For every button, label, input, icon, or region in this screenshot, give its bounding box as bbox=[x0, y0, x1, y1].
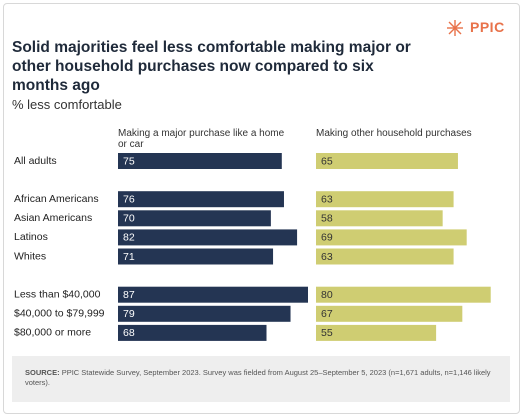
bar bbox=[316, 191, 454, 208]
logo: PPIC bbox=[470, 19, 505, 35]
value-label: 75 bbox=[123, 155, 135, 167]
value-label: 68 bbox=[123, 327, 135, 339]
bar bbox=[316, 248, 454, 265]
bar bbox=[118, 286, 308, 303]
series-header: Making a major purchase like a home or c… bbox=[118, 128, 285, 150]
bar bbox=[118, 153, 282, 169]
value-label: 76 bbox=[123, 193, 135, 205]
bar bbox=[316, 324, 437, 341]
category-label: Whites bbox=[14, 250, 46, 262]
value-label: 63 bbox=[321, 193, 333, 205]
category-label: Less than $40,000 bbox=[14, 288, 101, 300]
bar bbox=[118, 324, 267, 341]
category-label: Asian Americans bbox=[14, 212, 92, 224]
value-label: 87 bbox=[123, 289, 135, 301]
source-note: SOURCE: PPIC Statewide Survey, September… bbox=[12, 356, 510, 402]
value-label: 80 bbox=[321, 289, 333, 301]
bar bbox=[118, 191, 284, 208]
value-label: 63 bbox=[321, 251, 333, 263]
value-label: 82 bbox=[123, 232, 135, 244]
card bbox=[3, 3, 520, 414]
bar bbox=[316, 286, 491, 303]
source-label: SOURCE: bbox=[25, 368, 60, 377]
source-text: PPIC Statewide Survey, September 2023. S… bbox=[25, 368, 491, 387]
category-label: Latinos bbox=[14, 231, 48, 243]
value-label: 71 bbox=[123, 251, 135, 263]
bar bbox=[118, 305, 291, 322]
value-label: 70 bbox=[123, 213, 135, 225]
series-header: Making other household purchases bbox=[316, 128, 472, 139]
chart-subtitle: % less comfortable bbox=[12, 97, 122, 112]
bar bbox=[118, 210, 271, 227]
bar bbox=[316, 210, 443, 227]
value-label: 69 bbox=[321, 232, 333, 244]
value-label: 79 bbox=[123, 308, 135, 320]
chart-title: Solid majorities feel less comfortable m… bbox=[12, 39, 411, 94]
bar bbox=[118, 229, 298, 246]
value-label: 67 bbox=[321, 308, 333, 320]
value-label: 55 bbox=[321, 327, 333, 339]
category-label: $80,000 or more bbox=[14, 327, 91, 339]
category-label: All adults bbox=[14, 155, 57, 167]
category-label: African Americans bbox=[14, 193, 99, 205]
value-label: 58 bbox=[321, 213, 333, 225]
bar bbox=[118, 248, 274, 265]
logo-icon bbox=[447, 20, 463, 36]
category-label: $40,000 to $79,999 bbox=[14, 308, 105, 320]
bar bbox=[316, 305, 463, 322]
bar bbox=[316, 229, 467, 246]
value-label: 65 bbox=[321, 155, 333, 167]
bar bbox=[316, 153, 458, 169]
